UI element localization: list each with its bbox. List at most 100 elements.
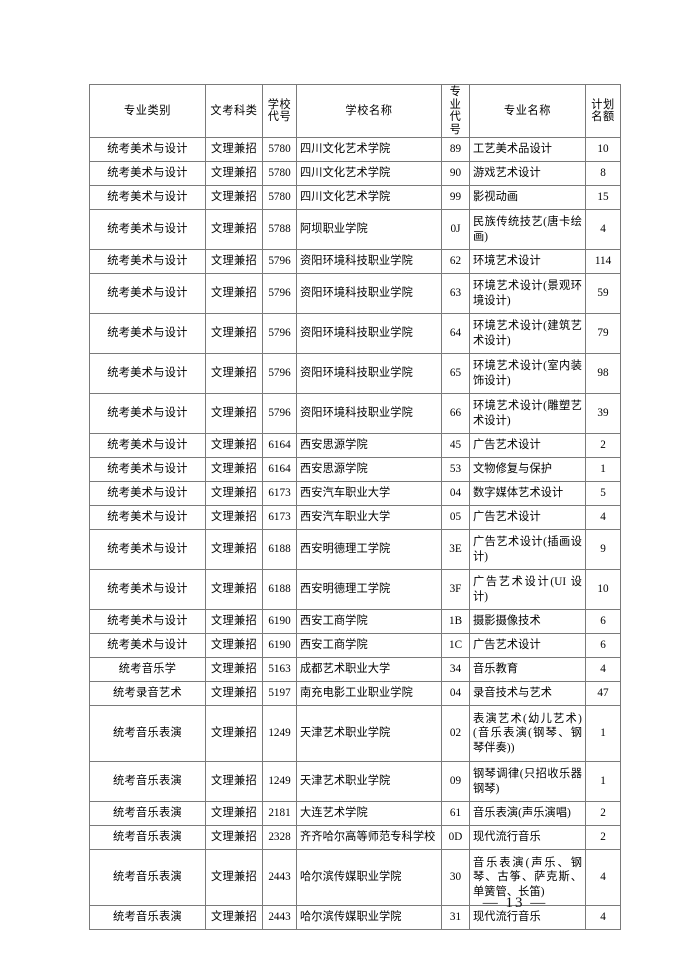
cell-school-name: 天津艺术职业学院 — [296, 761, 442, 803]
cell-category: 统考美术与设计 — [89, 185, 206, 211]
cell-major-code: 04 — [441, 481, 470, 507]
header-subject-type: 文考科类 — [205, 83, 263, 139]
cell-school-name: 西安汽车职业大学 — [296, 481, 442, 507]
cell-subject-type: 文理兼招 — [205, 249, 263, 275]
cell-category: 统考音乐表演 — [89, 905, 206, 931]
cell-major-code: 02 — [441, 705, 470, 763]
cell-subject-type: 文理兼招 — [205, 905, 263, 931]
page-footer: — 13 — — [0, 895, 680, 912]
table-row: 统考美术与设计 文理兼招 6190 西安工商学院 1B 摄影摄像技术 6 — [89, 609, 621, 635]
cell-quota: 2 — [585, 801, 621, 827]
cell-school-code: 6164 — [262, 457, 297, 483]
table-row: 统考美术与设计 文理兼招 6164 西安思源学院 45 广告艺术设计 2 — [89, 433, 621, 459]
table-row: 统考美术与设计 文理兼招 6188 西安明德理工学院 3E 广告艺术设计(插画设计) 9 — [89, 529, 621, 571]
cell-major-name: 音乐表演(声乐演唱) — [469, 801, 586, 827]
cell-major-name: 民族传统技艺(唐卡绘画) — [469, 209, 586, 251]
cell-major-code: 63 — [441, 273, 470, 315]
cell-quota: 47 — [585, 681, 621, 707]
table-row: 统考音乐学 文理兼招 5163 成都艺术职业大学 34 音乐教育 4 — [89, 657, 621, 683]
cell-quota: 114 — [585, 249, 621, 275]
table-row: 统考美术与设计 文理兼招 5788 阿坝职业学院 0J 民族传统技艺(唐卡绘画) 4 — [89, 209, 621, 251]
cell-school-code: 6173 — [262, 481, 297, 507]
cell-category: 统考美术与设计 — [89, 209, 206, 251]
cell-subject-type: 文理兼招 — [205, 353, 263, 395]
cell-major-name: 影视动画 — [469, 185, 586, 211]
table-header-row: 专业类别 文考科类 学校 代号 学校名称 专业 代号 专业名称 计划 名额 — [89, 83, 621, 139]
cell-subject-type: 文理兼招 — [205, 705, 263, 763]
cell-school-code: 6164 — [262, 433, 297, 459]
cell-major-name: 环境艺术设计(雕塑艺术设计) — [469, 393, 586, 435]
cell-subject-type: 文理兼招 — [205, 681, 263, 707]
cell-major-code: 31 — [441, 905, 470, 931]
cell-subject-type: 文理兼招 — [205, 849, 263, 907]
table-row: 统考音乐表演 文理兼招 2328 齐齐哈尔高等师范专科学校 0D 现代流行音乐 2 — [89, 825, 621, 851]
table-row: 统考音乐表演 文理兼招 1249 天津艺术职业学院 09 钢琴调律(只招收乐器钢琴) 1 — [89, 761, 621, 803]
cell-quota: 10 — [585, 569, 621, 611]
cell-subject-type: 文理兼招 — [205, 457, 263, 483]
table-row: 统考美术与设计 文理兼招 6173 西安汽车职业大学 05 广告艺术设计 4 — [89, 505, 621, 531]
cell-school-code: 5788 — [262, 209, 297, 251]
cell-major-name: 环境艺术设计 — [469, 249, 586, 275]
cell-category: 统考音乐表演 — [89, 705, 206, 763]
cell-school-code: 5796 — [262, 249, 297, 275]
cell-school-name: 大连艺术学院 — [296, 801, 442, 827]
cell-major-code: 34 — [441, 657, 470, 683]
cell-school-code: 5780 — [262, 185, 297, 211]
cell-quota: 4 — [585, 905, 621, 931]
cell-school-name: 四川文化艺术学院 — [296, 185, 442, 211]
cell-major-name: 广告艺术设计(UI 设计) — [469, 569, 586, 611]
table-row: 统考美术与设计 文理兼招 5796 资阳环境科技职业学院 62 环境艺术设计 114 — [89, 249, 621, 275]
cell-school-name: 西安工商学院 — [296, 633, 442, 659]
cell-subject-type: 文理兼招 — [205, 633, 263, 659]
cell-quota: 4 — [585, 505, 621, 531]
cell-major-name: 环境艺术设计(建筑艺术设计) — [469, 313, 586, 355]
page-number: — 13 — — [482, 895, 548, 911]
cell-quota: 1 — [585, 457, 621, 483]
cell-subject-type: 文理兼招 — [205, 313, 263, 355]
cell-school-name: 阿坝职业学院 — [296, 209, 442, 251]
cell-quota: 15 — [585, 185, 621, 211]
cell-major-code: 53 — [441, 457, 470, 483]
cell-category: 统考音乐表演 — [89, 801, 206, 827]
table-row: 统考美术与设计 文理兼招 5796 资阳环境科技职业学院 64 环境艺术设计(建筑艺术设计… — [89, 313, 621, 355]
cell-category: 统考美术与设计 — [89, 633, 206, 659]
table-row: 统考美术与设计 文理兼招 6164 西安思源学院 53 文物修复与保护 1 — [89, 457, 621, 483]
cell-major-name: 广告艺术设计 — [469, 433, 586, 459]
cell-major-code: 09 — [441, 761, 470, 803]
cell-major-code: 1C — [441, 633, 470, 659]
cell-subject-type: 文理兼招 — [205, 481, 263, 507]
cell-major-name: 表演艺术(幼儿艺术)(音乐表演(钢琴、钢琴伴奏)) — [469, 705, 586, 763]
cell-major-name: 现代流行音乐 — [469, 825, 586, 851]
cell-major-name: 录音技术与艺术 — [469, 681, 586, 707]
cell-school-name: 资阳环境科技职业学院 — [296, 393, 442, 435]
enrollment-plan-table: 专业类别 文考科类 学校 代号 学校名称 专业 代号 专业名称 计划 名额 统考… — [89, 83, 621, 931]
cell-school-code: 6188 — [262, 529, 297, 571]
cell-category: 统考美术与设计 — [89, 457, 206, 483]
header-school-code-line1: 学校 — [267, 98, 292, 111]
cell-quota: 6 — [585, 633, 621, 659]
table-row: 统考音乐表演 文理兼招 2181 大连艺术学院 61 音乐表演(声乐演唱) 2 — [89, 801, 621, 827]
table-row: 统考美术与设计 文理兼招 5796 资阳环境科技职业学院 63 环境艺术设计(景观环境设计… — [89, 273, 621, 315]
cell-subject-type: 文理兼招 — [205, 137, 263, 163]
cell-school-code: 1249 — [262, 705, 297, 763]
cell-subject-type: 文理兼招 — [205, 657, 263, 683]
table-row: 统考美术与设计 文理兼招 6188 西安明德理工学院 3F 广告艺术设计(UI 设计) 10 — [89, 569, 621, 611]
cell-school-name: 西安明德理工学院 — [296, 569, 442, 611]
cell-major-code: 3E — [441, 529, 470, 571]
cell-quota: 39 — [585, 393, 621, 435]
cell-school-name: 天津艺术职业学院 — [296, 705, 442, 763]
cell-school-name: 西安思源学院 — [296, 457, 442, 483]
cell-major-code: 05 — [441, 505, 470, 531]
cell-major-code: 65 — [441, 353, 470, 395]
cell-subject-type: 文理兼招 — [205, 761, 263, 803]
cell-subject-type: 文理兼招 — [205, 185, 263, 211]
cell-school-code: 5163 — [262, 657, 297, 683]
cell-subject-type: 文理兼招 — [205, 505, 263, 531]
header-major-code-line2: 代号 — [449, 111, 462, 136]
cell-school-code: 1249 — [262, 761, 297, 803]
cell-major-code: 45 — [441, 433, 470, 459]
cell-major-code: 89 — [441, 137, 470, 163]
cell-quota: 9 — [585, 529, 621, 571]
cell-subject-type: 文理兼招 — [205, 529, 263, 571]
